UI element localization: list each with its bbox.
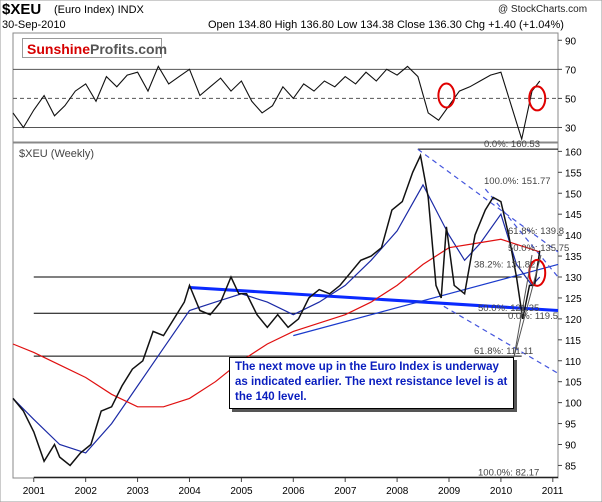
trendline-support — [189, 285, 559, 312]
annotation-pointer — [513, 254, 533, 358]
chart-name: (Euro Index) INDX — [54, 4, 144, 16]
price-y-tick-label: 130 — [565, 273, 582, 284]
x-tick-label: 2009 — [438, 486, 461, 497]
x-tick-label: 2008 — [386, 486, 409, 497]
x-tick-label: 2001 — [23, 486, 46, 497]
fib-level-label: 0.0%: 160.53 — [484, 139, 540, 150]
chart-date: 30-Sep-2010 — [2, 19, 66, 31]
price-y-tick-label: 105 — [565, 378, 582, 389]
ohlc-readout: Open 134.80 High 136.80 Low 134.38 Close… — [208, 19, 564, 31]
fib-level-label: 38.2%: 131.82 — [474, 259, 535, 270]
logo-part-1: Sunshine — [27, 41, 91, 57]
price-y-tick-label: 145 — [565, 210, 582, 221]
highlight-circle — [437, 82, 456, 109]
x-tick-label: 2002 — [75, 486, 98, 497]
price-y-tick-label: 155 — [565, 168, 582, 179]
rsi-y-tick-label: 70 — [565, 65, 577, 76]
copyright-label: @ StockCharts.com — [498, 4, 588, 15]
price-y-tick-label: 95 — [565, 420, 577, 431]
series-ma-long — [12, 238, 540, 408]
price-y-tick-label: 100 — [565, 399, 582, 410]
x-tick-label: 2005 — [230, 486, 253, 497]
rsi-y-tick-label: 50 — [565, 94, 577, 105]
price-y-tick-label: 125 — [565, 294, 582, 305]
series-ma-short — [12, 183, 541, 454]
price-y-tick-label: 115 — [565, 336, 581, 347]
price-y-tick-label: 90 — [565, 441, 577, 452]
brand-logo: SunshineProfits.com — [22, 38, 167, 58]
x-tick-label: 2010 — [490, 486, 513, 497]
x-tick-label: 2004 — [178, 486, 201, 497]
x-tick-label: 2003 — [127, 486, 150, 497]
x-tick-label: 2006 — [282, 486, 305, 497]
fib-level-label: 50.0%: 135.75 — [508, 243, 569, 254]
price-y-tick-label: 150 — [565, 189, 582, 200]
annotation-box: The next move up in the Euro Index is un… — [229, 357, 514, 409]
annotation-pointer — [513, 254, 542, 358]
trendline-channel-lower — [443, 305, 559, 374]
highlight-circle — [528, 85, 547, 112]
fib-level-label: 50.0%: 121.35 — [478, 303, 539, 314]
fib-level-label: 61.8%: 139.8 — [508, 226, 564, 237]
fib-level-label: 100.0%: 82.17 — [478, 467, 539, 478]
fib-level-label: 100.0%: 151.77 — [484, 176, 551, 187]
x-tick-label: 2011 — [542, 486, 564, 497]
chart-symbol: $XEU — [2, 1, 42, 18]
logo-part-2: Profits.com — [90, 41, 168, 57]
rsi-y-tick-label: 30 — [565, 123, 577, 134]
trendline-rising — [293, 263, 559, 337]
fib-level-label: 0.0%: 119.5 — [508, 311, 558, 322]
price-y-tick-label: 140 — [565, 231, 582, 242]
price-y-tick-label: 110 — [565, 357, 581, 368]
price-y-tick-label: 120 — [565, 315, 582, 326]
trendline-channel-mid — [484, 188, 559, 278]
fib-level-label: 61.8%: 111.11 — [474, 346, 533, 357]
price-y-tick-label: 160 — [565, 147, 582, 158]
price-series-line — [12, 153, 541, 467]
price-panel-title: $XEU (Weekly) — [19, 148, 94, 160]
price-y-tick-label: 85 — [565, 461, 577, 472]
price-y-tick-label: 135 — [565, 252, 582, 263]
rsi-y-tick-label: 90 — [565, 36, 577, 47]
x-tick-label: 2007 — [334, 486, 357, 497]
trendline-channel-upper — [417, 148, 559, 253]
